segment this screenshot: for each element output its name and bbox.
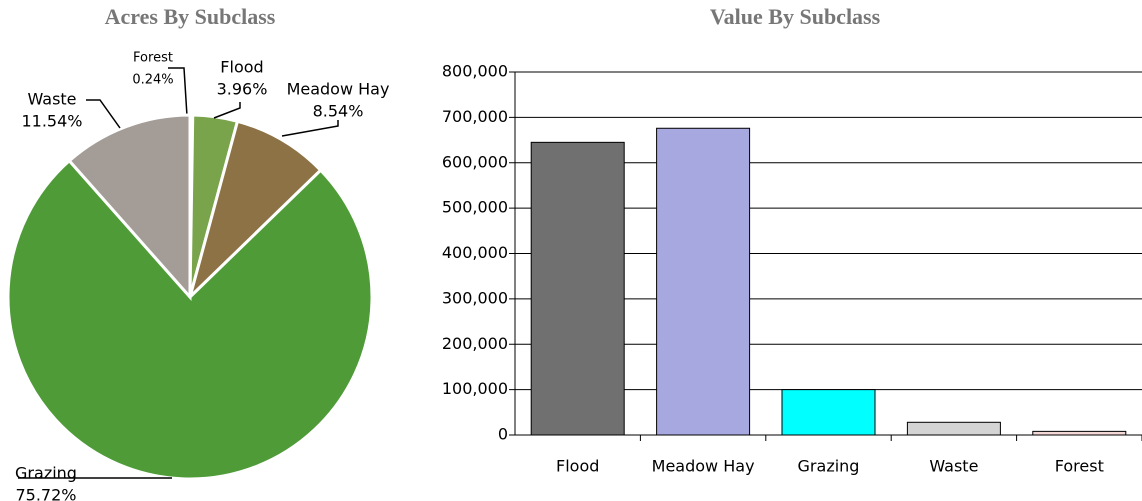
y-tick-label: 600,000 — [442, 152, 508, 171]
pie-label: Meadow Hay — [287, 80, 390, 99]
x-tick-label: Meadow Hay — [652, 457, 755, 476]
bar — [906, 421, 1001, 436]
pie-value-label: 3.96% — [217, 80, 268, 99]
bar — [656, 127, 751, 436]
x-tick-label: Grazing — [798, 457, 860, 476]
y-tick-label: 100,000 — [442, 379, 508, 398]
bar — [530, 141, 625, 436]
y-tick-label: 0 — [498, 425, 508, 444]
pie-slice — [6, 158, 374, 481]
leader-line — [281, 120, 339, 137]
leader-line — [168, 67, 188, 117]
pie-slice — [67, 113, 192, 301]
pie-slice — [187, 119, 323, 302]
leader-line — [86, 99, 121, 129]
pie-value-label: 75.72% — [15, 486, 76, 501]
x-tick-label: Flood — [556, 457, 599, 476]
x-tick-label: Forest — [1055, 457, 1104, 476]
pie-label: Waste — [27, 90, 76, 109]
pie-value-label: 11.54% — [21, 112, 82, 131]
y-tick-label: 400,000 — [442, 243, 508, 262]
pie-value-label: 0.24% — [132, 73, 173, 88]
pie-label: Grazing — [15, 464, 77, 483]
y-tick-label: 700,000 — [442, 107, 508, 126]
pie-label: Forest — [133, 51, 173, 66]
y-tick-label: 200,000 — [442, 334, 508, 353]
bar-title: Value By Subclass — [710, 4, 881, 29]
y-tick-label: 500,000 — [442, 198, 508, 217]
y-tick-label: 300,000 — [442, 288, 508, 307]
pie-title: Acres By Subclass — [105, 4, 276, 29]
x-tick-label: Waste — [929, 457, 978, 476]
pie-value-label: 8.54% — [313, 102, 364, 121]
bar — [1032, 430, 1127, 436]
leader-line — [213, 102, 241, 119]
bar — [781, 389, 876, 436]
y-tick-label: 800,000 — [442, 62, 508, 81]
pie-label: Flood — [220, 58, 263, 77]
